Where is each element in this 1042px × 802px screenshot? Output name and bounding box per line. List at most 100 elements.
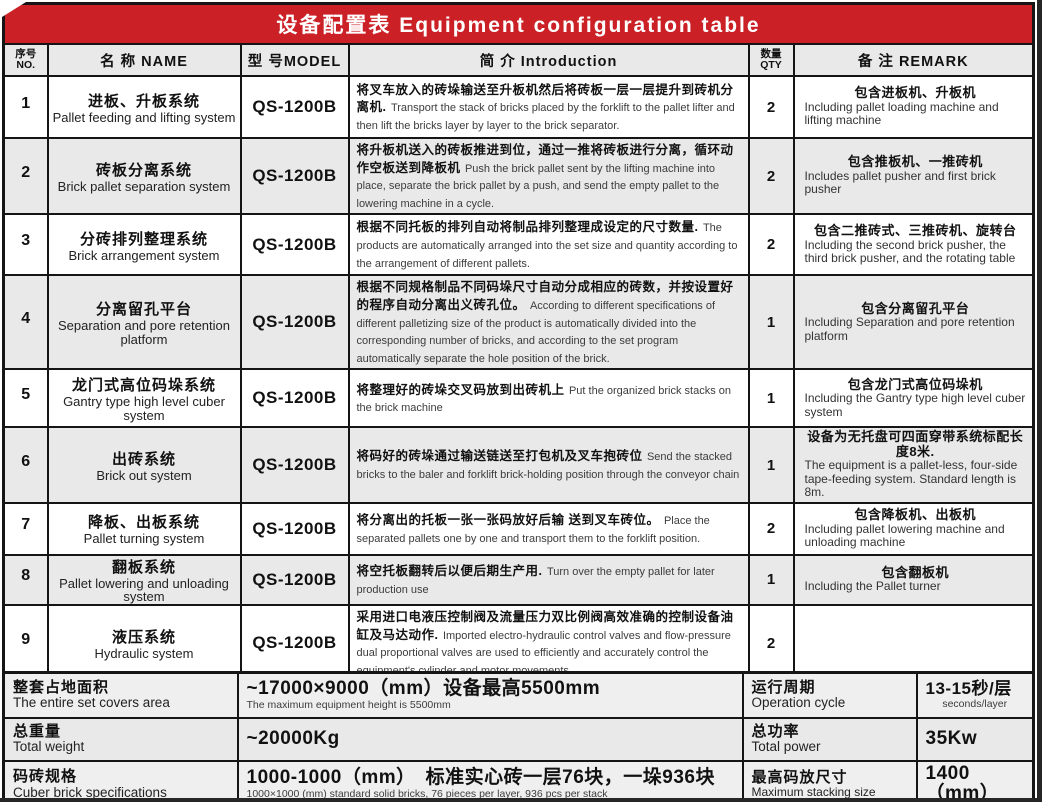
introduction-cell: 将分离出的托板一张一张码放好后输 送到叉车砖位。 Place the separ… xyxy=(347,501,750,556)
intro-english: Send the stacked bricks to the baler and… xyxy=(356,451,740,482)
qty-cell: 1 xyxy=(747,274,795,371)
intro-chinese: 采用进口电液压控制阀及流量压力双比例阀高效准确的控制设备油缸及马达动作. xyxy=(356,610,734,642)
remark-english: Including pallet lowering machine and un… xyxy=(804,521,1005,550)
intro-chinese: 将整理好的砖垛交叉码放到出砖机上 xyxy=(356,382,565,397)
spec-value-covers-area: ~17000×9000（mm）设备最高5500mm The maximum eq… xyxy=(236,671,744,719)
spec-label-total-weight: 总重量 Total weight xyxy=(2,716,239,762)
row-number: 5 xyxy=(2,368,49,429)
table-row-9: 9 液压系统 Hydraulic system QS-1200B 采用进口电液压… xyxy=(2,604,1035,683)
name-english: Pallet turning system xyxy=(83,531,205,547)
table-row-1: 1 进板、升板系统 Pallet feeding and lifting sys… xyxy=(2,75,1035,139)
name-cell: 进板、升板系统 Pallet feeding and lifting syste… xyxy=(46,75,242,139)
intro-english: Place the separated pallets one by one a… xyxy=(356,515,710,545)
model-cell: QS-1200B xyxy=(239,136,350,216)
qty-cell: 1 xyxy=(747,553,795,607)
introduction-cell: 将码好的砖垛通过输送链送至打包机及叉车抱砖位 Send the stacked … xyxy=(347,426,750,504)
introduction-cell: 将整理好的砖垛交叉码放到出砖机上 Put the organized brick… xyxy=(347,368,750,429)
name-english: Hydraulic system xyxy=(94,645,194,661)
name-cell: 龙门式高位码垛系统 Gantry type high level cuber s… xyxy=(46,368,242,429)
model-cell: QS-1200B xyxy=(239,75,350,139)
spec-value-total-power: 35Kw xyxy=(915,716,1035,762)
table-row-8: 8 翻板系统 Pallet lowering and unloading sys… xyxy=(2,553,1035,607)
intro-chinese: 将空托板翻转后以便后期生产用. xyxy=(356,564,543,579)
name-chinese: 进板、升板系统 xyxy=(87,92,200,110)
page-title: 设备配置表 Equipment configuration table xyxy=(2,2,1035,45)
qty-cell: 2 xyxy=(747,604,795,683)
spec-label-max-stacking-size: 最高码放尺寸 Maximum stacking size xyxy=(741,759,918,802)
remark-cell: 包含翻板机 Including the Pallet turner xyxy=(792,553,1035,607)
introduction-cell: 根据不同规格制品不同码垛尺寸自动分成相应的砖数，并按设置好的程序自动分离出义砖孔… xyxy=(347,274,750,371)
model-cell: QS-1200B xyxy=(239,604,350,683)
introduction-cell: 根据不同托板的排列自动将制品排列整理成设定的尺寸数量. The products… xyxy=(347,213,750,277)
table-row-4: 4 分离留孔平台 Separation and pore retention p… xyxy=(2,274,1035,371)
model-cell: QS-1200B xyxy=(239,553,350,607)
remark-cell xyxy=(792,604,1035,683)
name-cell: 砖板分离系统 Brick pallet separation system xyxy=(46,136,242,216)
intro-english: Turn over the empty pallet for later pro… xyxy=(356,566,715,596)
col-header-remark: 备 注 REMARK xyxy=(792,43,1035,77)
intro-chinese: 将叉车放入的砖垛输送至升板机然后将砖板一层一层提升到砖机分离机. xyxy=(356,82,734,115)
intro-english: Push the brick pallet sent by the liftin… xyxy=(356,162,720,210)
spec-label-total-power: 总功率 Total power xyxy=(741,716,918,762)
row-number: 4 xyxy=(2,274,49,371)
page-bottom-edge xyxy=(0,798,1042,802)
introduction-cell: 将升板机送入的砖板推进到位，通过一推将砖板进行分离，循环动作空板送到降板机 Pu… xyxy=(347,136,750,216)
remark-english: The equipment is a pallet-less, four-sid… xyxy=(804,458,1018,500)
remark-english: Including Separation and pore retention … xyxy=(804,315,1015,343)
qty-cell: 2 xyxy=(747,75,795,139)
name-cell: 出砖系统 Brick out system xyxy=(46,426,242,504)
table-row-6: 6 出砖系统 Brick out system QS-1200B 将码好的砖垛通… xyxy=(2,426,1035,504)
spec-label-brick-specifications: 码砖规格 Cuber brick specifications xyxy=(2,759,239,802)
name-chinese: 出砖系统 xyxy=(111,450,176,468)
name-chinese: 分离留孔平台 xyxy=(95,301,192,319)
col-header-qty: 数量 QTY xyxy=(747,43,795,77)
col-header-name: 名 称 NAME xyxy=(46,43,242,77)
remark-chinese: 包含翻板机 xyxy=(881,564,949,580)
corner-cut-decoration xyxy=(2,2,26,17)
table-title-row: 设备配置表 Equipment configuration table xyxy=(2,2,1035,45)
intro-chinese: 将分离出的托板一张一张码放好后输 送到叉车砖位。 xyxy=(356,513,660,528)
name-cell: 分离留孔平台 Separation and pore retention pla… xyxy=(46,274,242,371)
row-number: 1 xyxy=(2,75,49,139)
remark-chinese: 包含分离留孔平台 xyxy=(861,300,970,316)
intro-chinese: 将码好的砖垛通过输送链送至打包机及叉车抱砖位 xyxy=(356,449,643,464)
col-header-no: 序号 NO. xyxy=(2,43,49,77)
row-number: 9 xyxy=(2,604,49,683)
summary-spec-table: 整套占地面积 The entire set covers area ~17000… xyxy=(2,671,1035,802)
spec-value-operation-cycle: 13-15秒/层 seconds/layer xyxy=(915,671,1035,719)
intro-english: According to different specifications of… xyxy=(356,299,716,365)
intro-chinese: 根据不同规格制品不同码垛尺寸自动分成相应的砖数，并按设置好的程序自动分离出义砖孔… xyxy=(356,280,734,312)
model-cell: QS-1200B xyxy=(239,274,350,371)
introduction-cell: 将空托板翻转后以便后期生产用. Turn over the empty pall… xyxy=(347,553,750,607)
remark-english: Including the second brick pusher, the t… xyxy=(804,237,1016,266)
col-header-model: 型 号MODEL xyxy=(239,43,350,77)
name-cell: 分砖排列整理系统 Brick arrangement system xyxy=(46,213,242,277)
spec-row-area-cycle: 整套占地面积 The entire set covers area ~17000… xyxy=(2,671,1035,719)
model-cell: QS-1200B xyxy=(239,501,350,556)
name-chinese: 液压系统 xyxy=(111,628,176,646)
remark-chinese: 包含进板机、升板机 xyxy=(854,85,976,101)
qty-cell: 1 xyxy=(747,368,795,429)
qty-cell: 1 xyxy=(747,426,795,504)
remark-cell: 包含降板机、出板机 Including pallet lowering mach… xyxy=(792,501,1035,556)
remark-english: Including pallet loading machine and lif… xyxy=(804,99,999,128)
name-english: Brick pallet separation system xyxy=(57,178,231,194)
table-row-5: 5 龙门式高位码垛系统 Gantry type high level cuber… xyxy=(2,368,1035,429)
equipment-table: 设备配置表 Equipment configuration table 序号 N… xyxy=(2,2,1035,743)
qty-cell: 2 xyxy=(747,136,795,216)
remark-cell: 包含二推砖式、三推砖机、旋转台 Including the second bri… xyxy=(792,213,1035,277)
row-number: 8 xyxy=(2,553,49,607)
model-cell: QS-1200B xyxy=(239,426,350,504)
name-english: Brick arrangement system xyxy=(68,247,220,263)
col-header-introduction: 简 介 Introduction xyxy=(347,43,750,77)
spec-label-operation-cycle: 运行周期 Operation cycle xyxy=(741,671,918,719)
intro-chinese: 将升板机送入的砖板推进到位，通过一推将砖板进行分离，循环动作空板送到降板机 xyxy=(356,143,734,175)
row-number: 7 xyxy=(2,501,49,556)
name-cell: 液压系统 Hydraulic system xyxy=(46,604,242,683)
column-header-row: 序号 NO. 名 称 NAME 型 号MODEL 简 介 Introductio… xyxy=(2,43,1035,77)
qty-cell: 2 xyxy=(747,501,795,556)
remark-chinese: 包含龙门式高位码垛机 xyxy=(847,376,983,392)
name-english: Separation and pore retention platform xyxy=(57,318,230,347)
remark-chinese: 包含推板机、一推砖机 xyxy=(847,154,983,170)
